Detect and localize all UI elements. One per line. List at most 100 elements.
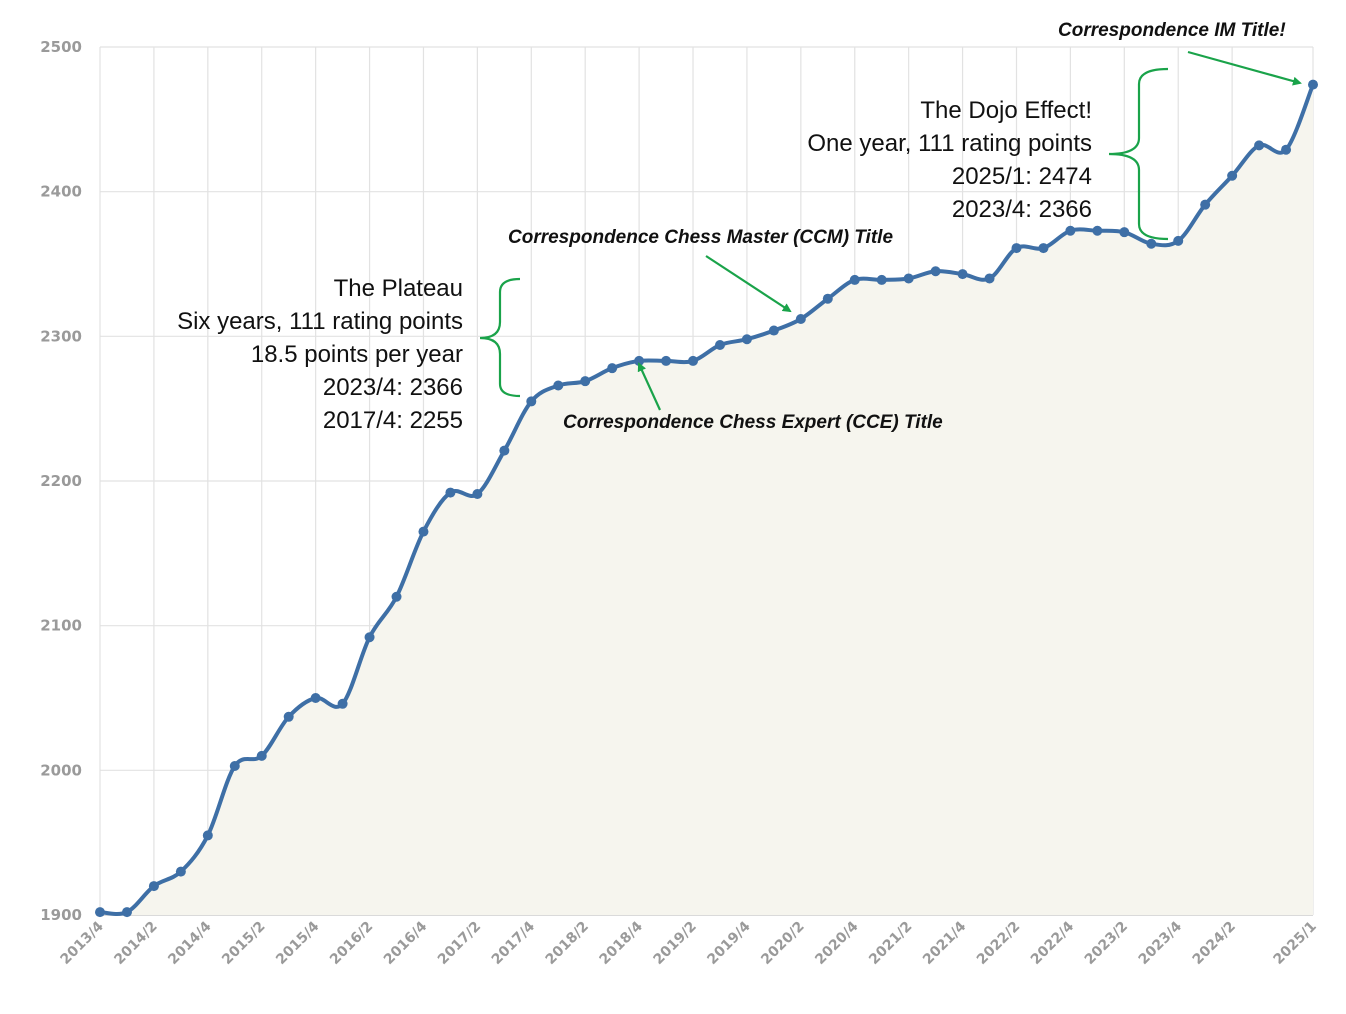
data-point (418, 526, 429, 537)
x-tick-label: 2025/1 (1270, 919, 1319, 968)
y-tick-label: 2500 (40, 38, 82, 56)
x-tick-label: 2021/2 (866, 919, 915, 968)
cce-title-note: Correspondence Chess Expert (CCE) Title (563, 412, 943, 433)
data-points (95, 79, 1318, 918)
data-point (714, 340, 725, 351)
data-point (903, 273, 914, 284)
data-point (876, 274, 887, 285)
data-point (1254, 140, 1265, 151)
data-point (310, 693, 321, 703)
ccm-title-note: Correspondence Chess Master (CCM) Title (508, 227, 893, 248)
data-point (688, 355, 699, 366)
plateau-line-2: Six years, 111 rating points (177, 308, 463, 335)
data-point (1308, 79, 1318, 90)
data-point (1038, 243, 1049, 254)
x-tick-label: 2015/4 (273, 918, 323, 968)
dojo-line-1: The Dojo Effect! (920, 97, 1092, 124)
data-point (337, 698, 348, 709)
data-point (175, 866, 186, 877)
y-tick-label: 2000 (40, 761, 82, 779)
data-point (202, 830, 213, 841)
x-tick-label: 2014/2 (111, 919, 160, 968)
data-point (1173, 235, 1184, 246)
data-point (822, 293, 833, 304)
data-point (580, 376, 591, 387)
x-tick-label: 2020/2 (758, 919, 807, 968)
data-point (1281, 144, 1292, 155)
x-tick-label: 2023/4 (1136, 918, 1186, 968)
data-point (391, 591, 402, 602)
data-point (283, 711, 294, 722)
area-fill (100, 84, 1313, 915)
data-point (849, 274, 860, 285)
x-tick-label: 2013/4 (57, 918, 107, 968)
x-tick-label: 2023/2 (1082, 919, 1131, 968)
data-point (1119, 227, 1130, 238)
data-point (121, 907, 132, 918)
plateau-line-1: The Plateau (334, 275, 463, 302)
y-tick-label: 2300 (40, 327, 82, 345)
data-point (148, 881, 159, 892)
x-tick-label: 2017/2 (435, 919, 484, 968)
y-tick-label: 2400 (40, 183, 82, 201)
data-point (957, 269, 968, 280)
cce-arrow (637, 362, 662, 411)
data-point (1227, 170, 1238, 181)
y-tick-label: 2100 (40, 617, 82, 635)
data-point (95, 907, 105, 918)
x-tick-label: 2015/2 (219, 919, 268, 968)
rating-line (99, 83, 1315, 917)
plateau-line-5: 2017/4: 2255 (323, 407, 463, 434)
data-point (553, 380, 564, 391)
x-tick-label: 2016/2 (327, 919, 376, 968)
data-point (741, 334, 752, 345)
x-tick-label: 2014/4 (165, 918, 215, 968)
y-tick-label: 2200 (40, 472, 82, 490)
dojo-line-4: 2023/4: 2366 (952, 196, 1092, 223)
x-tick-label: 2018/2 (543, 919, 592, 968)
x-tick-label: 2022/4 (1028, 918, 1078, 968)
y-axis-ticks: 1900 2000 2100 2200 2300 2400 2500 (40, 38, 82, 924)
plateau-annotation: The Plateau Six years, 111 rating points… (177, 275, 521, 434)
dojo-line-3: 2025/1: 2474 (952, 163, 1092, 190)
x-tick-label: 2021/4 (920, 918, 970, 968)
data-point (795, 313, 806, 324)
x-axis-ticks: 2013/4 2014/2 2014/4 2015/2 2015/4 2016/2 2016… (57, 918, 1319, 968)
dojo-line-2: One year, 111 rating points (807, 130, 1092, 157)
y-tick-label: 1900 (40, 906, 82, 924)
x-tick-label: 2019/4 (704, 918, 754, 968)
data-point (1200, 199, 1211, 210)
data-point (445, 487, 456, 498)
data-point (1011, 243, 1022, 254)
data-point (256, 750, 267, 761)
plateau-brace (479, 277, 521, 398)
x-tick-label: 2017/4 (489, 918, 539, 968)
data-point (526, 396, 537, 407)
x-tick-label: 2019/2 (650, 919, 699, 968)
data-point (1146, 238, 1157, 249)
data-point (364, 632, 375, 643)
x-tick-label: 2022/2 (974, 919, 1023, 968)
data-point (661, 355, 672, 366)
data-point (499, 445, 510, 456)
x-tick-label: 2016/4 (381, 918, 431, 968)
data-point (768, 325, 779, 336)
x-tick-label: 2024/2 (1190, 919, 1239, 968)
dojo-brace (1108, 67, 1169, 241)
data-point (1092, 225, 1103, 236)
ccm-arrow (705, 255, 792, 313)
x-tick-label: 2018/4 (597, 918, 647, 968)
im-title-note: Correspondence IM Title! (1058, 20, 1286, 41)
data-point (1065, 225, 1076, 236)
x-tick-label: 2020/4 (812, 918, 862, 968)
plateau-line-3: 18.5 points per year (251, 341, 463, 368)
im-arrow (1187, 50, 1302, 86)
dojo-annotation: The Dojo Effect! One year, 111 rating po… (807, 67, 1169, 241)
data-point (472, 489, 483, 500)
plateau-line-4: 2023/4: 2366 (323, 374, 463, 401)
data-point (229, 760, 240, 771)
data-point (984, 273, 995, 284)
data-point (930, 266, 941, 277)
data-point (607, 363, 618, 374)
